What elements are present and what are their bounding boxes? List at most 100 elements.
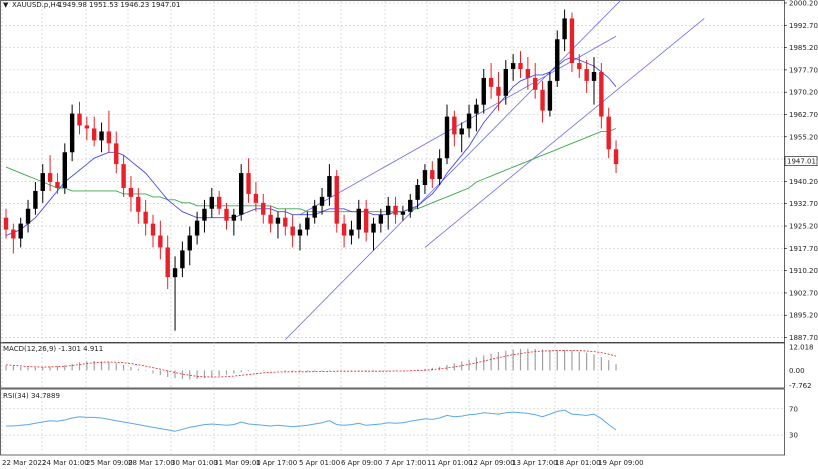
trend-channel bbox=[285, 0, 705, 340]
current-price-label: 1947.01 bbox=[787, 158, 816, 166]
macd-tick-label: 0.00 bbox=[789, 367, 805, 375]
candle-body bbox=[239, 173, 244, 215]
candle-body bbox=[69, 113, 75, 153]
candle-body bbox=[444, 116, 450, 159]
candle-body bbox=[349, 229, 354, 236]
candle-body bbox=[99, 131, 104, 141]
candle-body bbox=[452, 116, 457, 135]
candle-body bbox=[591, 71, 597, 81]
candle-body bbox=[577, 63, 582, 69]
candle-body bbox=[47, 173, 53, 183]
current-price-tag bbox=[784, 156, 818, 166]
candle-body bbox=[503, 68, 508, 96]
candle-body bbox=[400, 211, 406, 215]
price-tick-label: 1910.20 bbox=[789, 267, 818, 275]
slow-moving-average bbox=[5, 128, 617, 213]
macd-panel: 12.018 0.00 -7.762 bbox=[5, 343, 814, 390]
candle-body bbox=[114, 143, 119, 165]
candle-body bbox=[231, 214, 237, 221]
candle-body bbox=[202, 208, 207, 221]
time-tick-label: 28 Mar 17:00 bbox=[128, 459, 175, 467]
time-tick-label: 5 Apr 01:00 bbox=[299, 459, 340, 467]
candle-body bbox=[136, 196, 141, 212]
candle-body bbox=[378, 214, 384, 224]
time-tick-label: 7 Apr 17:00 bbox=[385, 459, 426, 467]
price-tick-label: 1917.70 bbox=[789, 245, 818, 253]
candle-body bbox=[3, 217, 9, 230]
price-panel-frame bbox=[0, 0, 785, 343]
price-tick-label: 1925.20 bbox=[789, 223, 818, 231]
grid-lines bbox=[1, 1, 784, 455]
candle-body bbox=[510, 63, 516, 69]
candle-body bbox=[194, 220, 200, 236]
candle-body bbox=[371, 223, 376, 233]
candle-body bbox=[143, 211, 148, 224]
candle-body bbox=[275, 217, 281, 224]
header-arrow-icon: ▼ bbox=[3, 1, 9, 9]
macd-tick-label: 12.018 bbox=[789, 343, 814, 351]
time-tick-label: 12 Apr 09:00 bbox=[469, 459, 515, 467]
candle-body bbox=[555, 39, 560, 81]
candle-body bbox=[533, 77, 538, 90]
candle-body bbox=[599, 71, 604, 117]
candle-body bbox=[437, 158, 442, 180]
fast-ma-line bbox=[5, 56, 617, 236]
candle-body bbox=[569, 18, 575, 64]
price-tick-label: 1977.70 bbox=[789, 66, 818, 74]
rsi-title: RSI(34) 34.7889 bbox=[3, 392, 60, 400]
time-tick-label: 25 Mar 09:00 bbox=[86, 459, 133, 467]
candle-body bbox=[121, 164, 126, 188]
candle-body bbox=[334, 176, 339, 224]
candle-body bbox=[150, 223, 156, 236]
candle-body bbox=[158, 235, 163, 248]
price-tick-label: 1970.20 bbox=[789, 89, 818, 97]
price-tick-label: 2000.20 bbox=[789, 0, 818, 7]
time-tick-label: 24 Mar 01:00 bbox=[42, 459, 89, 467]
candle-body bbox=[216, 196, 222, 209]
fast-moving-average bbox=[5, 56, 617, 236]
rsi-tick-label: 30 bbox=[789, 432, 798, 440]
price-tick-label: 1992.70 bbox=[789, 22, 818, 30]
candle-body bbox=[606, 116, 611, 150]
ohlc-label: 1949.98 1951.53 1946.23 1947.01 bbox=[58, 1, 180, 9]
time-tick-label: 6 Apr 09:00 bbox=[341, 459, 382, 467]
channel-line bbox=[299, 35, 617, 216]
macd-signal-line bbox=[5, 350, 617, 378]
candle-body bbox=[268, 214, 273, 224]
time-tick-label: 18 Apr 01:00 bbox=[555, 459, 601, 467]
candle-body bbox=[312, 205, 317, 218]
time-tick-label: 22 Mar 2022 bbox=[2, 459, 46, 467]
candle-body bbox=[297, 229, 303, 236]
candle-body bbox=[40, 173, 45, 191]
candle-body bbox=[283, 217, 288, 227]
candle-body bbox=[25, 208, 31, 224]
price-tick-label: 1902.70 bbox=[789, 289, 818, 297]
candle-body bbox=[430, 170, 435, 180]
candle-body bbox=[246, 173, 251, 194]
channel-line bbox=[424, 18, 705, 248]
candle-body bbox=[11, 229, 16, 239]
candle-body bbox=[290, 226, 295, 236]
candle-body bbox=[224, 208, 229, 221]
price-tick-label: 1940.20 bbox=[789, 178, 818, 186]
candle-body bbox=[209, 196, 214, 209]
macd-panel-frame bbox=[0, 342, 785, 389]
candle-body bbox=[393, 205, 398, 215]
candle-body bbox=[165, 247, 170, 278]
candle-body bbox=[481, 77, 486, 105]
candle-body bbox=[562, 18, 567, 40]
slow-ma-line bbox=[5, 128, 617, 213]
candle-body bbox=[92, 128, 97, 141]
candle-body bbox=[128, 187, 134, 197]
candle-body bbox=[408, 199, 413, 212]
candle-body bbox=[341, 223, 347, 236]
candle-body bbox=[547, 80, 553, 111]
candle-body bbox=[327, 176, 332, 197]
candle-body bbox=[55, 182, 60, 188]
candle-body bbox=[305, 217, 310, 230]
candle-body bbox=[356, 208, 361, 230]
candle-body bbox=[488, 77, 494, 87]
candle-body bbox=[84, 125, 90, 129]
candle-body bbox=[33, 190, 38, 209]
